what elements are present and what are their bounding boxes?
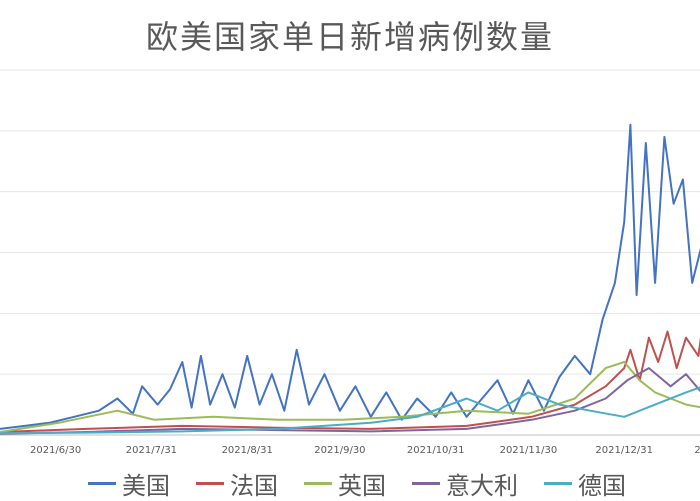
legend-label: 德国	[578, 472, 626, 500]
legend-label: 意大利	[446, 472, 518, 500]
legend-item-1: 法国	[196, 466, 278, 501]
x-tick-label: 2021/9/30	[314, 445, 365, 456]
legend-label: 法国	[230, 472, 278, 500]
legend-swatch	[88, 482, 116, 485]
x-tick-label: 2021/11/30	[500, 445, 558, 456]
legend-swatch	[196, 482, 224, 485]
legend-swatch	[304, 482, 332, 485]
x-tick-label: 2021/12/31	[595, 445, 653, 456]
x-tick-label: 2021/7/31	[126, 445, 177, 456]
legend-swatch	[544, 482, 572, 485]
chart-legend: 美国 法国 英国 意大利 德国	[88, 466, 626, 501]
x-tick-label: 2022/1/31	[694, 445, 700, 456]
legend-item-3: 意大利	[412, 466, 518, 501]
legend-item-4: 德国	[544, 466, 626, 501]
series-line-2	[0, 361, 700, 433]
legend-swatch	[412, 482, 440, 485]
series-line-4	[0, 386, 700, 435]
legend-label: 英国	[338, 472, 386, 500]
chart-title: 欧美国家单日新增病例数量	[145, 18, 554, 56]
series-line-3	[0, 367, 700, 435]
x-tick-label: 2021/10/31	[407, 445, 465, 456]
legend-label: 美国	[122, 472, 170, 500]
legend-item-2: 英国	[304, 466, 386, 501]
series-line-0	[0, 123, 700, 430]
x-tick-label: 2021/8/31	[222, 445, 273, 456]
x-tick-label: 2021/6/30	[30, 445, 81, 456]
legend-item-0: 美国	[88, 466, 170, 501]
